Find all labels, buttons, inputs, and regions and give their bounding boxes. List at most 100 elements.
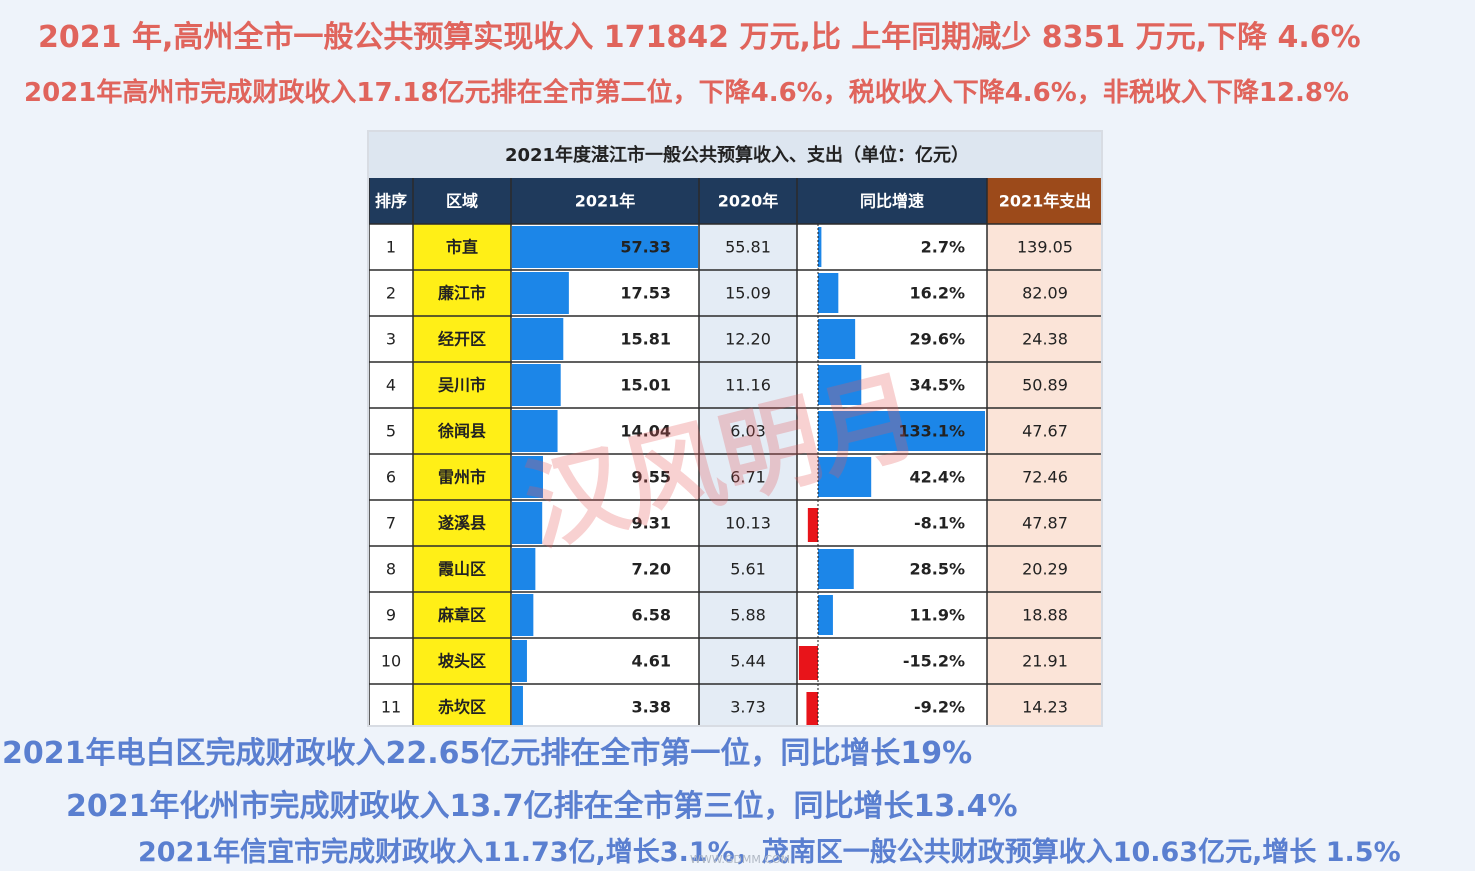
expense-label: 18.88 (1022, 606, 1068, 625)
revenue-2020-label: 6.03 (730, 422, 766, 441)
table-title-bar (369, 132, 1101, 178)
revenue-2020-label: 5.88 (730, 606, 766, 625)
revenue-bar (512, 686, 523, 725)
region-cell (413, 546, 511, 592)
rank-label: 7 (386, 514, 396, 533)
revenue-2021-cell (511, 546, 699, 592)
header-cell (699, 178, 797, 224)
expense-cell (987, 454, 1101, 500)
table-title: 2021年度湛江市一般公共预算收入、支出（单位：亿元） (505, 144, 969, 166)
revenue-2021-cell (511, 500, 699, 546)
revenue-bar (512, 410, 558, 452)
revenue-2021-label: 4.61 (632, 652, 671, 671)
expense-label: 50.89 (1022, 376, 1068, 395)
rank-cell (369, 224, 413, 270)
rank-label: 10 (381, 652, 401, 671)
growth-bar (818, 365, 862, 405)
region-label: 吴川市 (438, 376, 486, 395)
growth-bar-negative (806, 692, 818, 725)
growth-bar (818, 595, 833, 635)
growth-label: 29.6% (909, 330, 965, 349)
rank-label: 6 (386, 468, 396, 487)
rank-cell (369, 684, 413, 725)
growth-label: 16.2% (909, 284, 965, 303)
revenue-2021-label: 9.31 (632, 514, 671, 533)
revenue-2021-label: 6.58 (632, 606, 671, 625)
rank-cell (369, 408, 413, 454)
expense-label: 21.91 (1022, 652, 1068, 671)
growth-label: 2.7% (921, 238, 965, 257)
revenue-2020-cell (699, 546, 797, 592)
expense-cell (987, 592, 1101, 638)
column-header: 同比增速 (860, 192, 924, 211)
revenue-2021-label: 57.33 (620, 238, 671, 257)
headline-dianbai: 2021年电白区完成财政收入22.65亿元排在全市第一位，同比增长19% (2, 736, 973, 771)
budget-table-svg: 2021年度湛江市一般公共预算收入、支出（单位：亿元） 排序 区域 2021年 2020… (369, 132, 1101, 725)
growth-label: 34.5% (909, 376, 965, 395)
rank-cell (369, 270, 413, 316)
revenue-2020-label: 15.09 (725, 284, 771, 303)
header-cell (797, 178, 987, 224)
column-header: 排序 (375, 192, 407, 211)
revenue-2020-label: 5.61 (730, 560, 766, 579)
rank-label: 2 (386, 284, 396, 303)
growth-cell (797, 224, 987, 270)
growth-bar-negative (807, 508, 818, 542)
column-header: 区域 (446, 192, 478, 211)
growth-label: -9.2% (914, 698, 965, 717)
region-cell (413, 500, 511, 546)
revenue-2020-cell (699, 362, 797, 408)
revenue-2021-label: 3.38 (632, 698, 671, 717)
growth-bar (818, 273, 839, 313)
region-label: 经开区 (438, 330, 486, 349)
headline-gaozhou-rank: 2021年高州市完成财政收入17.18亿元排在全市第二位，下降4.6%，税收收入… (24, 78, 1350, 108)
rank-label: 5 (386, 422, 396, 441)
rank-label: 1 (386, 238, 396, 257)
column-header: 2021年 (575, 192, 636, 211)
growth-cell (797, 638, 987, 684)
expense-cell (987, 270, 1101, 316)
site-credit: WWW.GDMM.COM (690, 853, 791, 866)
header-cell (987, 178, 1101, 224)
expense-cell (987, 546, 1101, 592)
region-label: 廉江市 (438, 284, 486, 303)
revenue-2020-cell (699, 454, 797, 500)
growth-bar (818, 549, 854, 589)
revenue-2021-cell (511, 592, 699, 638)
growth-cell (797, 500, 987, 546)
growth-label: 42.4% (909, 468, 965, 487)
revenue-2020-cell (699, 270, 797, 316)
expense-label: 47.67 (1022, 422, 1068, 441)
region-cell (413, 684, 511, 725)
growth-bar (818, 319, 856, 359)
region-label: 徐闻县 (437, 422, 486, 441)
revenue-bar (512, 226, 698, 268)
expense-label: 24.38 (1022, 330, 1068, 349)
region-cell (413, 408, 511, 454)
expense-label: 47.87 (1022, 514, 1068, 533)
region-label: 赤坎区 (438, 698, 486, 717)
revenue-bar (512, 640, 527, 682)
region-label: 霞山区 (438, 560, 486, 579)
revenue-bar (512, 456, 543, 498)
revenue-2020-cell (699, 684, 797, 725)
growth-cell (797, 684, 987, 725)
rank-cell (369, 316, 413, 362)
region-label: 麻章区 (437, 606, 486, 625)
revenue-bar (512, 318, 564, 360)
revenue-2020-label: 12.20 (725, 330, 771, 349)
revenue-2020-cell (699, 592, 797, 638)
rank-cell (369, 546, 413, 592)
revenue-bar (512, 502, 543, 544)
region-cell (413, 454, 511, 500)
header-cell (413, 178, 511, 224)
growth-label: 133.1% (898, 422, 965, 441)
expense-label: 139.05 (1017, 238, 1073, 257)
region-cell (413, 224, 511, 270)
expense-label: 82.09 (1022, 284, 1068, 303)
expense-label: 14.23 (1022, 698, 1068, 717)
region-label: 雷州市 (438, 468, 486, 487)
headline-gaozhou-budget: 2021 年,高州全市一般公共预算实现收入 171842 万元,比 上年同期减少… (38, 20, 1361, 55)
region-cell (413, 362, 511, 408)
growth-bar (818, 411, 985, 451)
